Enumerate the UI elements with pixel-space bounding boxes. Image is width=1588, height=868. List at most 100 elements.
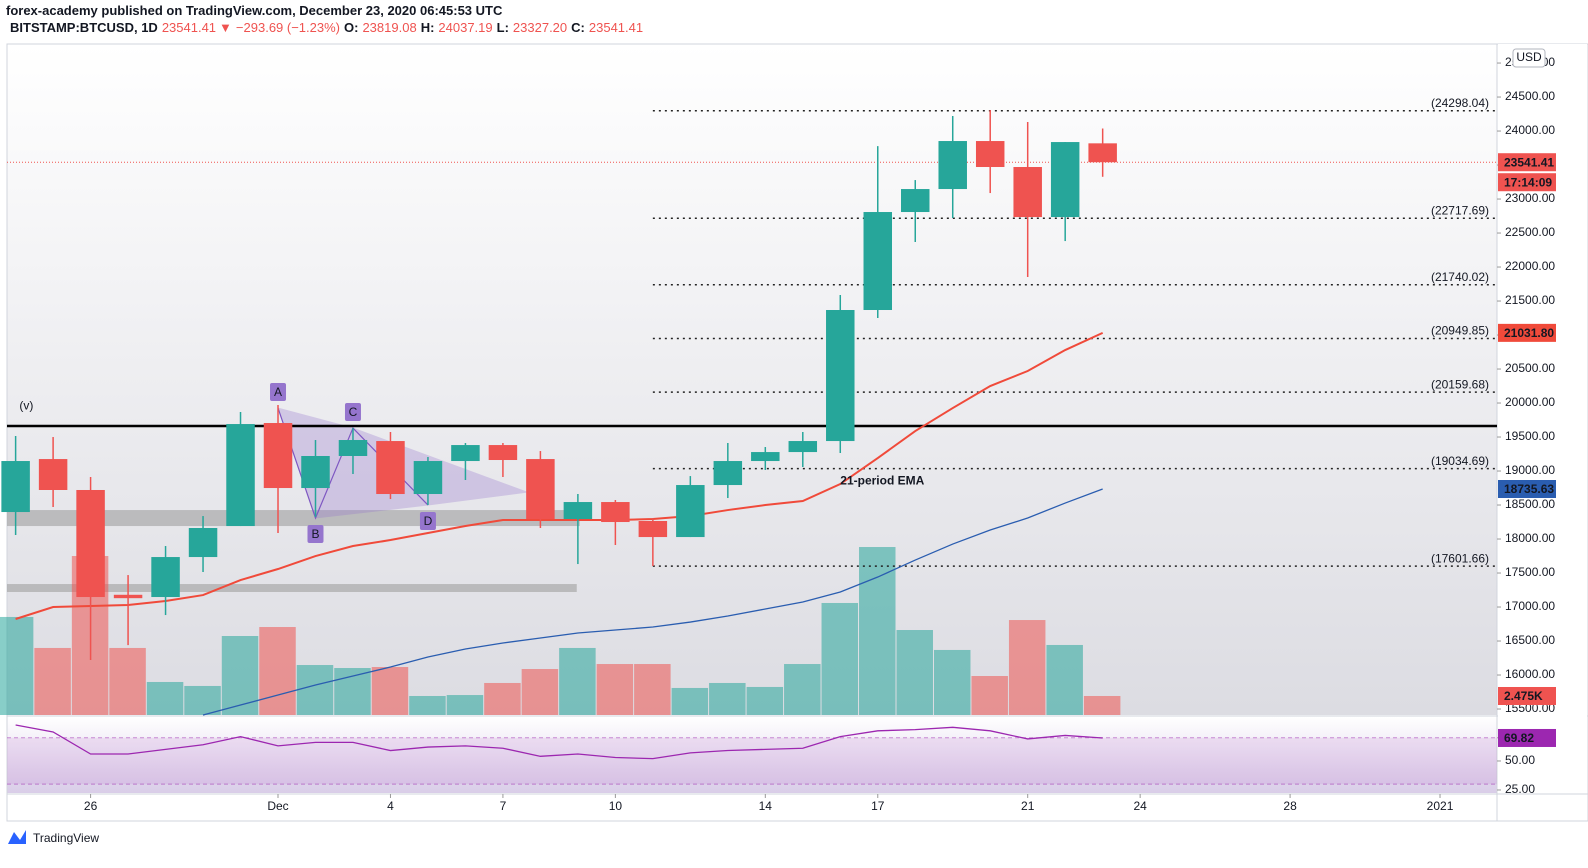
volume-bar [1046, 644, 1083, 715]
pattern-label: D [424, 514, 433, 528]
candle-body [413, 461, 443, 495]
header-text: 23327.20 [513, 20, 567, 35]
volume-bar [896, 630, 933, 715]
price-pane [7, 44, 1497, 715]
y-tick-label: 18000.00 [1505, 531, 1555, 545]
ema-line [15, 331, 1104, 620]
y-tick-label: 22500.00 [1505, 225, 1555, 239]
pattern-label: C [349, 405, 358, 419]
candle-body [826, 310, 855, 442]
footer-logo: TradingView [8, 830, 99, 845]
header-text: L: [497, 20, 509, 35]
header-text: H: [421, 20, 435, 35]
candle-body [975, 141, 1005, 168]
volume-bar [709, 682, 746, 715]
candle-body [863, 212, 893, 311]
x-tick-label: 7 [500, 799, 507, 813]
ema-badge: 21031.80 [1504, 326, 1554, 340]
candle-body [1088, 143, 1117, 163]
fib-label: (19034.69) [1431, 454, 1489, 468]
candle-body [188, 528, 218, 558]
volume-bar [971, 675, 1008, 715]
candle-body [226, 424, 255, 527]
volume-badge-bg [1498, 686, 1556, 705]
fib-label: (20949.85) [1431, 324, 1489, 338]
header-text: 24037.19 [438, 20, 492, 35]
candle-body [901, 189, 930, 213]
volume-bar [296, 665, 334, 715]
pattern-label: A [274, 385, 282, 399]
volume-bar [671, 687, 709, 715]
currency-bg [1512, 48, 1546, 68]
header-text: −293.69 (−1.23%) [236, 20, 340, 35]
volume-bar [784, 664, 821, 715]
header-text: 23819.08 [362, 20, 416, 35]
candle-body [1050, 142, 1080, 218]
candle-body [1013, 167, 1042, 218]
candle-body [113, 594, 143, 599]
pattern-badge [419, 512, 436, 531]
rsi-pane [7, 717, 1497, 793]
candle-body [788, 441, 818, 453]
pattern-label: B [311, 527, 319, 541]
candle-body [151, 557, 180, 598]
volume-bar [259, 627, 296, 715]
volume-bar [521, 669, 559, 715]
volume-bar [184, 685, 221, 715]
ema-badge: 18735.63 [1504, 482, 1554, 496]
x-tick-label: 17 [871, 799, 885, 813]
header-text: 23541.41 [162, 20, 216, 35]
y-tick-label: 16500.00 [1505, 633, 1555, 647]
x-tick-label: 4 [387, 799, 394, 813]
volume-bar [334, 668, 371, 715]
rsi-line [15, 724, 1103, 760]
volume-badge: 2.475K [1504, 689, 1543, 703]
y-tick-label: 19000.00 [1505, 463, 1555, 477]
y-tick-label: 24000.00 [1505, 123, 1555, 137]
candle-body [38, 459, 68, 490]
last-price-badge: 23541.41 [1504, 155, 1554, 169]
zone [7, 584, 577, 592]
countdown-badge: 17:14:09 [1504, 175, 1552, 189]
header-text: C: [571, 20, 585, 35]
symbol-line: BITSTAMP:BTCUSD, 1D 23541.41 ▼ −293.69 (−1.… [10, 20, 643, 35]
x-tick-label: 28 [1283, 799, 1297, 813]
candle-body [638, 521, 668, 538]
header-text: 23541.41 [589, 20, 643, 35]
header-text: BITSTAMP:BTCUSD, 1D [10, 20, 158, 35]
candle-body [601, 502, 630, 523]
volume-bar [559, 647, 596, 715]
volume-bar [859, 547, 896, 715]
candle-body [751, 452, 780, 462]
y-tick-label: 17000.00 [1505, 599, 1555, 613]
candle-body [563, 502, 593, 520]
logo-icon [8, 830, 26, 844]
candle-body [76, 489, 105, 598]
x-tick-label: 10 [609, 799, 623, 813]
rsi-tick-label: 50.00 [1505, 753, 1535, 767]
y-tick-label: 17500.00 [1505, 565, 1555, 579]
x-tick-label: Dec [267, 799, 288, 813]
volume-bar [1083, 695, 1121, 715]
under-layer [0, 510, 1121, 715]
rsi-band [7, 737, 1497, 785]
y-tick-label: 24500.00 [1505, 89, 1555, 103]
author-line: forex-academy published on TradingView.c… [6, 3, 503, 18]
volume-bar [933, 649, 971, 715]
x-tick-label: 2021 [1427, 799, 1454, 813]
frame [6, 43, 1588, 822]
countdown-badge-bg [1498, 173, 1556, 192]
y-tick-label: 20500.00 [1505, 361, 1555, 375]
rsi-tick-label: 25.00 [1505, 782, 1535, 796]
header-arrow: ▼ [219, 20, 232, 35]
y-tick-label: 22000.00 [1505, 259, 1555, 273]
y-tick-label: 20000.00 [1505, 395, 1555, 409]
volume-bar [146, 681, 184, 715]
y-tick-label: 16000.00 [1505, 667, 1555, 681]
rsi-badge: 69.82 [1504, 731, 1534, 745]
volume-bar [371, 667, 409, 715]
ema-badge-bg [1498, 323, 1556, 342]
pattern-badge [270, 383, 287, 402]
x-tick-label: 24 [1133, 799, 1147, 813]
